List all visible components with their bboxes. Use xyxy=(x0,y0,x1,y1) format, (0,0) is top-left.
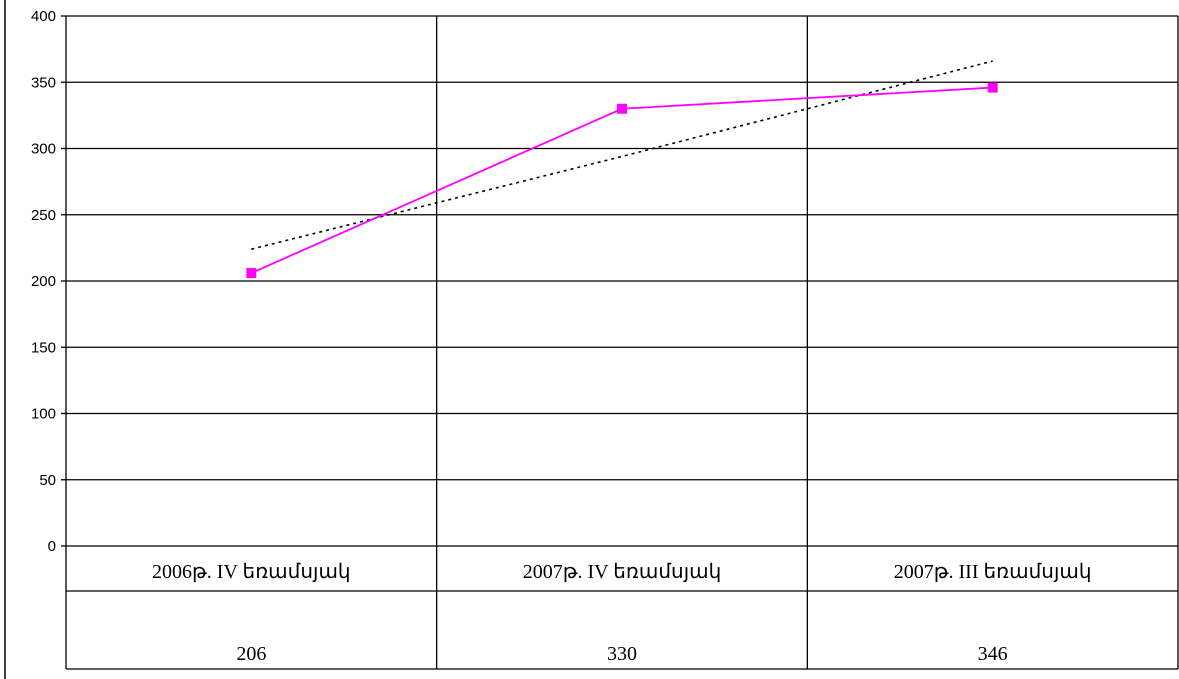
category-label: 2007թ. III եռամսյակ xyxy=(894,561,1092,583)
y-tick-label: 50 xyxy=(39,472,56,489)
gridlines xyxy=(65,15,1179,669)
data-point-marker xyxy=(987,82,998,93)
y-tick-label: 200 xyxy=(31,273,56,290)
trendline xyxy=(251,60,993,250)
y-tick-label: 0 xyxy=(48,538,56,555)
table-value: 206 xyxy=(236,643,266,665)
y-tick-label: 400 xyxy=(31,8,56,25)
y-tick-label: 250 xyxy=(31,207,56,224)
trendline-path xyxy=(251,60,993,250)
data-point-marker xyxy=(617,103,627,114)
series-path xyxy=(250,86,993,274)
data-point-marker xyxy=(246,268,257,279)
table-value: 346 xyxy=(978,643,1008,665)
series-line xyxy=(246,82,998,279)
y-tick-label: 100 xyxy=(31,406,56,423)
table-value: 330 xyxy=(607,643,637,665)
category-label: 2007թ. IV եռամսյակ xyxy=(523,561,722,583)
category-label: 2006թ. IV եռամսյակ xyxy=(152,561,351,583)
y-axis-ticks: 0 50 100 150 200 250 300 350 400 xyxy=(31,8,66,555)
y-tick-label: 150 xyxy=(31,339,56,356)
data-table: 2006թ. IV եռամսյակ 2007թ. IV եռամսյակ 2007… xyxy=(66,561,1178,670)
y-tick-label: 300 xyxy=(31,141,56,158)
y-tick-label: 350 xyxy=(31,74,56,91)
